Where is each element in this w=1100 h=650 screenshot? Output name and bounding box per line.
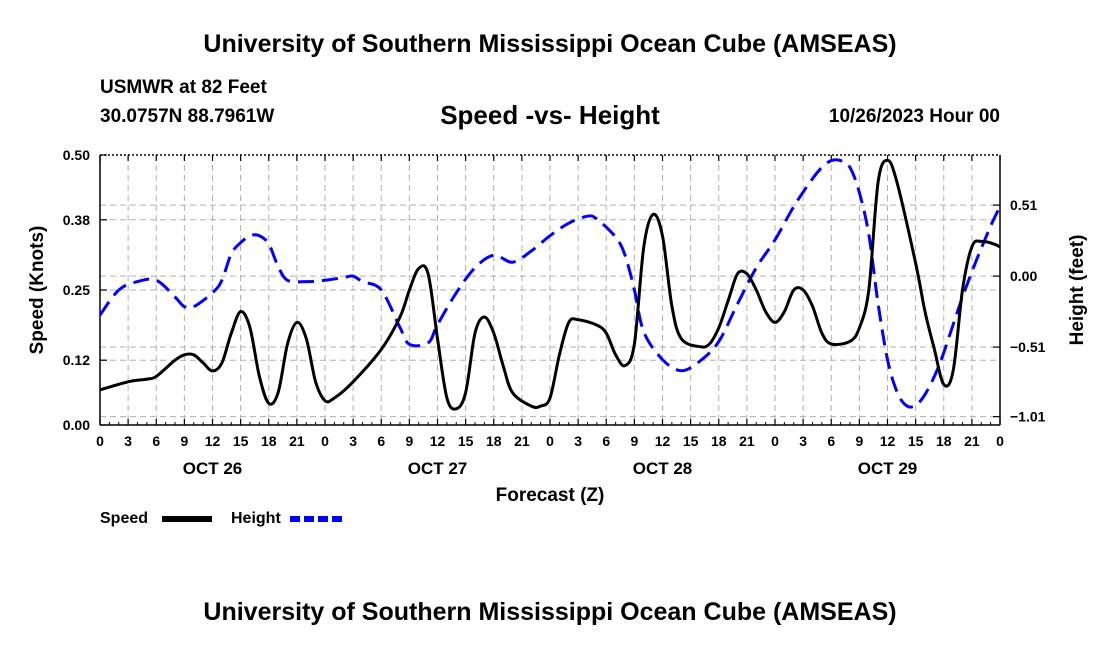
x-tick-label-27: 9 xyxy=(855,433,863,449)
x-tick-label-29: 15 xyxy=(908,433,924,449)
y-tick-label-1: 0.12 xyxy=(63,352,90,368)
legend-label-height: Height xyxy=(231,510,281,527)
series-line-speed xyxy=(100,158,1000,411)
x-tick-label-10: 6 xyxy=(377,433,385,449)
date-label-3: OCT 29 xyxy=(858,459,918,478)
y2-tick-label-3: −1.01 xyxy=(1010,409,1046,425)
page-title: University of Southern Mississippi Ocean… xyxy=(203,30,897,58)
x-tick-label-1: 3 xyxy=(124,433,132,449)
x-tick-label-18: 6 xyxy=(602,433,610,449)
x-tick-label-6: 18 xyxy=(261,433,277,449)
x-tick-label-30: 18 xyxy=(936,433,952,449)
y-axis-title: Speed (Knots) xyxy=(27,226,48,355)
x-axis-title: Forecast (Z) xyxy=(496,485,605,506)
chart-title: Speed -vs- Height xyxy=(440,100,660,130)
x-tick-label-20: 12 xyxy=(655,433,671,449)
x-tick-label-21: 15 xyxy=(683,433,699,449)
x-tick-label-31: 21 xyxy=(964,433,980,449)
date-label-2: OCT 28 xyxy=(633,459,693,478)
x-tick-label-13: 15 xyxy=(458,433,474,449)
x-tick-label-4: 12 xyxy=(205,433,221,449)
legend-label-speed: Speed xyxy=(100,510,149,527)
x-tick-label-16: 0 xyxy=(546,433,554,449)
series-line-height xyxy=(100,158,1000,409)
y2-tick-label-1: 0.00 xyxy=(1010,268,1037,284)
x-tick-label-11: 9 xyxy=(405,433,413,449)
x-tick-label-0: 0 xyxy=(96,433,104,449)
y-tick-label-4: 0.50 xyxy=(63,147,90,163)
x-tick-label-3: 9 xyxy=(180,433,188,449)
station-name: USMWR at 82 Feet xyxy=(100,77,267,98)
x-tick-label-9: 3 xyxy=(349,433,357,449)
date-label-1: OCT 27 xyxy=(408,459,468,478)
y-tick-label-0: 0.00 xyxy=(63,417,90,433)
x-tick-label-26: 6 xyxy=(827,433,835,449)
x-tick-label-19: 9 xyxy=(630,433,638,449)
x-tick-label-12: 12 xyxy=(430,433,446,449)
date-label-0: OCT 26 xyxy=(183,459,243,478)
x-tick-label-22: 18 xyxy=(711,433,727,449)
x-tick-label-25: 3 xyxy=(799,433,807,449)
footer-title: University of Southern Mississippi Ocean… xyxy=(203,598,897,626)
x-tick-label-8: 0 xyxy=(321,433,329,449)
x-tick-label-24: 0 xyxy=(771,433,779,449)
x-tick-label-7: 21 xyxy=(289,433,305,449)
x-tick-label-15: 21 xyxy=(514,433,530,449)
forecast-run-time: 10/26/2023 Hour 00 xyxy=(828,106,1000,127)
station-coordinates: 30.0757N 88.7961W xyxy=(100,106,275,127)
x-tick-label-14: 18 xyxy=(486,433,502,449)
y2-tick-label-0: 0.51 xyxy=(1010,197,1037,213)
x-tick-label-5: 15 xyxy=(233,433,249,449)
y-tick-label-3: 0.38 xyxy=(63,212,90,228)
x-tick-label-32: 0 xyxy=(996,433,1004,449)
x-tick-label-23: 21 xyxy=(739,433,755,449)
x-tick-label-28: 12 xyxy=(880,433,896,449)
legend-swatch-speed xyxy=(162,516,212,522)
x-tick-label-2: 6 xyxy=(152,433,160,449)
y2-axis-title: Height (feet) xyxy=(1067,235,1088,346)
legend-swatch-height xyxy=(290,516,342,522)
y-tick-label-2: 0.25 xyxy=(63,282,90,298)
y2-tick-label-2: −0.51 xyxy=(1010,339,1046,355)
x-tick-label-17: 3 xyxy=(574,433,582,449)
